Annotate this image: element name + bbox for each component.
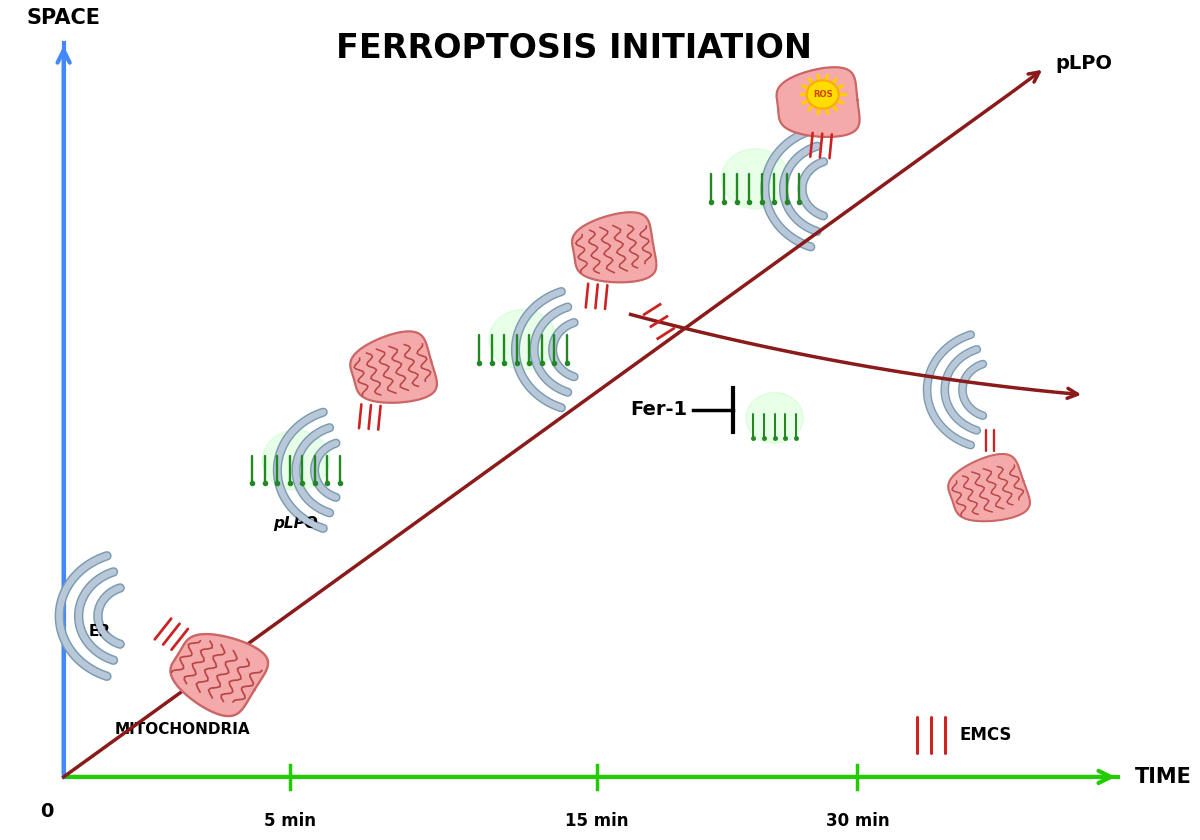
Circle shape: [806, 81, 839, 108]
Text: pLPO: pLPO: [274, 516, 318, 531]
Text: ER: ER: [89, 623, 110, 638]
Text: Fer-1: Fer-1: [630, 401, 688, 419]
Text: FERROPTOSIS INITIATION: FERROPTOSIS INITIATION: [336, 32, 812, 65]
Text: TIME: TIME: [1135, 767, 1192, 787]
Text: 30 min: 30 min: [826, 812, 889, 830]
Text: 5 min: 5 min: [264, 812, 317, 830]
Text: ROS: ROS: [812, 90, 833, 99]
Text: MITOCHONDRIA: MITOCHONDRIA: [115, 722, 251, 737]
Circle shape: [262, 430, 330, 491]
Polygon shape: [776, 67, 859, 137]
Text: 15 min: 15 min: [565, 812, 629, 830]
Polygon shape: [170, 634, 268, 717]
Circle shape: [721, 149, 790, 209]
Polygon shape: [948, 454, 1030, 522]
Polygon shape: [350, 332, 437, 402]
Text: 0: 0: [40, 802, 53, 821]
Circle shape: [746, 392, 803, 444]
Text: EMCS: EMCS: [960, 726, 1012, 743]
Polygon shape: [572, 213, 656, 282]
Circle shape: [488, 309, 557, 370]
Text: SPACE: SPACE: [26, 8, 101, 28]
Text: pLPO: pLPO: [1056, 54, 1112, 72]
